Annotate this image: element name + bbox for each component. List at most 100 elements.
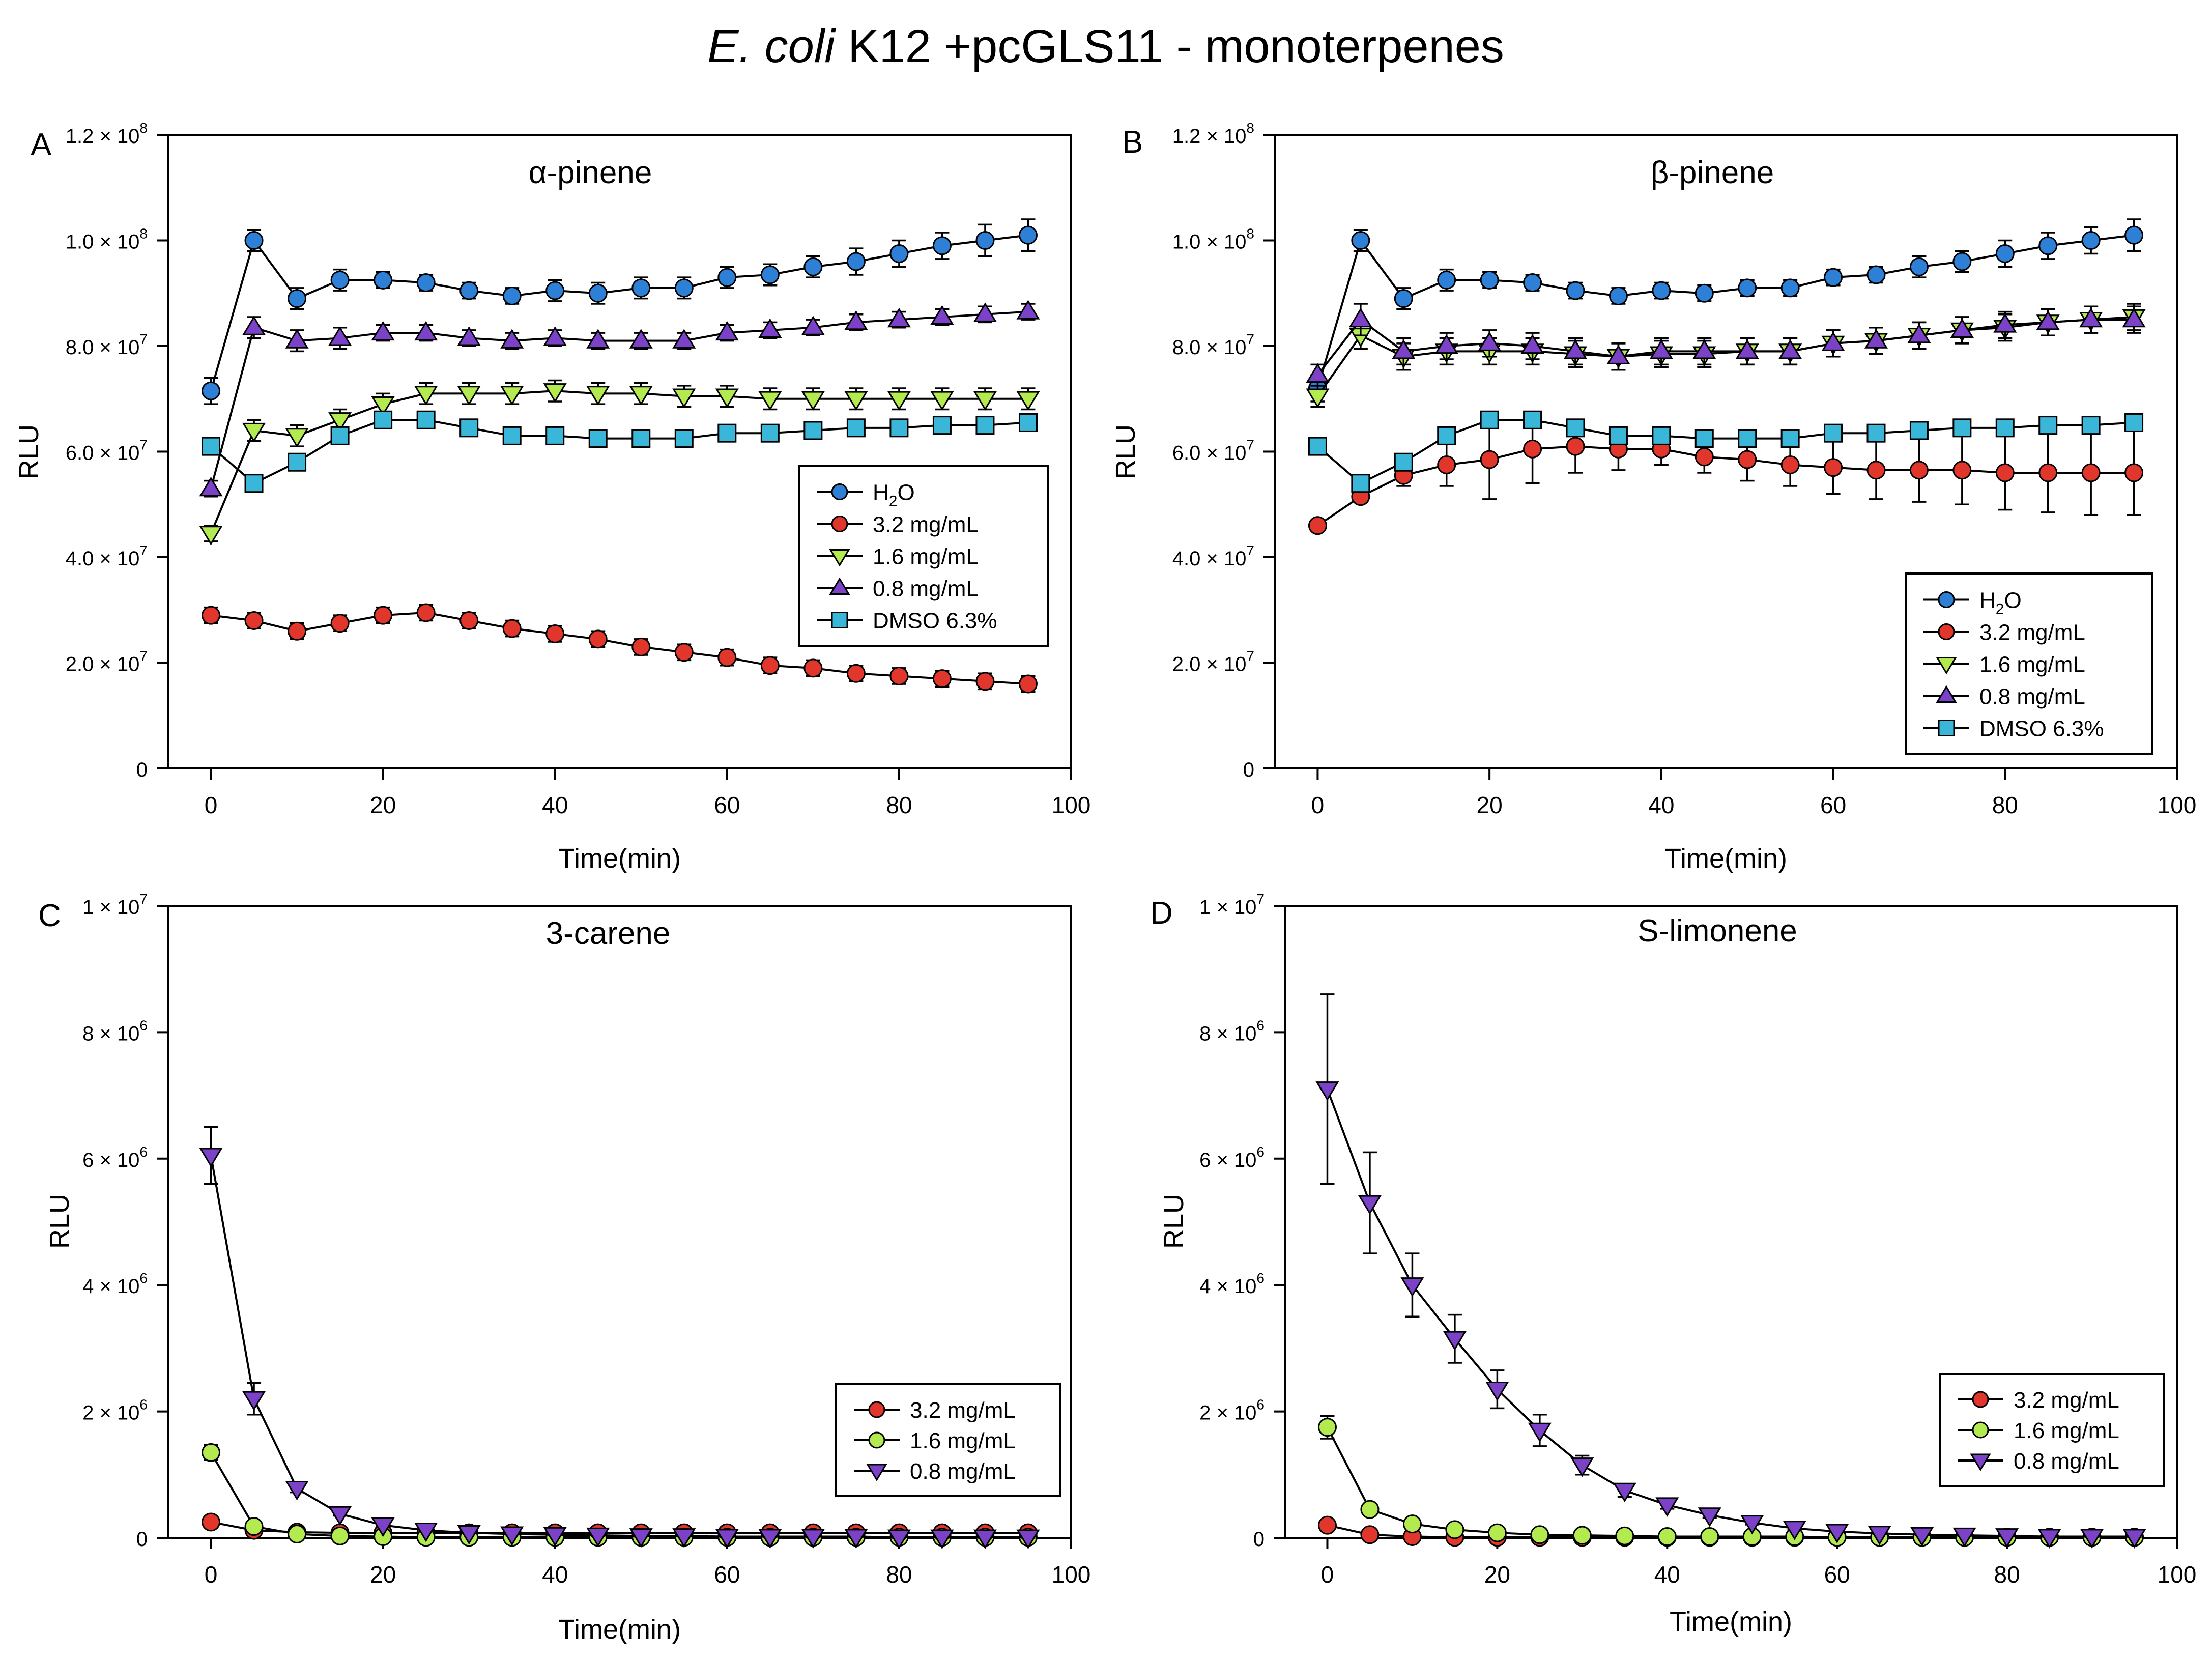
y-tick-label: 1.0 × 108	[66, 226, 148, 253]
legend-label: 3.2 mg/mL	[2014, 1388, 2119, 1413]
data-point	[1995, 418, 2015, 438]
data-point	[672, 329, 696, 349]
panel-label: B	[1122, 125, 1143, 160]
data-point	[1866, 423, 1886, 443]
data-point	[803, 421, 823, 440]
data-point	[416, 273, 436, 292]
data-point	[1402, 1514, 1422, 1534]
data-point	[889, 244, 909, 263]
panel-D: D S-limonene 0 20 40 60 80 100 0 2 × 106 4 × 106 6 …	[1150, 891, 2196, 1637]
data-point	[1700, 1527, 1719, 1547]
y-tick-label: 6.0 × 107	[1172, 437, 1254, 465]
series-1	[1308, 414, 2144, 535]
data-point	[672, 1528, 696, 1548]
data-point	[758, 1529, 782, 1549]
data-point	[932, 669, 952, 689]
data-point	[414, 321, 438, 341]
x-tick-label: 0	[1321, 1561, 1334, 1588]
data-point	[371, 1517, 395, 1537]
data-point	[1018, 413, 1038, 432]
data-point	[588, 629, 608, 649]
data-point	[545, 426, 565, 445]
data-point	[1615, 1526, 1634, 1545]
x-tick-label: 100	[2158, 1561, 2197, 1588]
data-point	[1783, 1521, 1806, 1540]
data-point	[844, 310, 868, 330]
x-tick-label: 20	[1484, 1561, 1510, 1588]
data-point	[1907, 323, 1931, 343]
data-point	[631, 278, 651, 298]
data-point	[1437, 270, 1456, 290]
y-tick-label: 8.0 × 107	[1172, 331, 1254, 359]
data-point	[1909, 461, 1929, 480]
data-point	[1306, 388, 1330, 408]
data-point	[846, 418, 866, 438]
data-point	[328, 412, 352, 432]
series-3	[1306, 303, 2146, 387]
data-point	[588, 283, 608, 303]
data-point	[1698, 1507, 1721, 1527]
legend-marker	[831, 483, 848, 500]
data-point	[1317, 1418, 1337, 1437]
data-point	[1692, 339, 1716, 359]
data-point	[760, 656, 780, 675]
data-point	[2124, 225, 2144, 245]
x-tick-label: 40	[1648, 792, 1674, 818]
data-point	[887, 1529, 911, 1550]
data-point	[1306, 363, 1330, 383]
data-point	[973, 391, 997, 411]
y-axis-label: RLU	[14, 424, 44, 479]
x-tick-label: 80	[1994, 1561, 2020, 1588]
figure-title: E. coli K12 +pcGLS11 - monoterpenes	[707, 20, 1504, 72]
data-point	[374, 410, 393, 429]
legend-marker	[1936, 657, 1957, 675]
data-point	[1909, 421, 1929, 440]
data-point	[1566, 281, 1585, 300]
y-tick-label: 4 × 106	[82, 1270, 148, 1298]
data-point	[2037, 1529, 2061, 1549]
data-point	[1780, 278, 1800, 298]
data-point	[1523, 273, 1542, 292]
legend-marker	[866, 1464, 887, 1481]
data-point	[1866, 461, 1886, 480]
data-point	[1566, 418, 1585, 438]
legend-label: 1.6 mg/mL	[910, 1428, 1016, 1453]
data-point	[416, 410, 436, 429]
x-tick-label: 0	[205, 1561, 218, 1588]
data-point	[242, 422, 266, 443]
data-point	[1738, 450, 1757, 469]
data-point	[288, 621, 307, 641]
data-point	[1694, 447, 1714, 467]
data-point	[545, 281, 565, 300]
x-tick-label: 100	[1052, 792, 1091, 818]
data-point	[1952, 418, 1972, 438]
data-point	[1400, 1277, 1424, 1297]
data-point	[1434, 334, 1458, 354]
data-point	[975, 672, 995, 691]
data-point	[586, 386, 610, 406]
legend-label: DMSO 6.3%	[873, 609, 997, 634]
data-point	[500, 1526, 524, 1546]
data-point	[1308, 437, 1327, 456]
data-point	[717, 423, 737, 443]
data-point	[330, 1526, 350, 1545]
data-point	[1824, 458, 1843, 477]
data-point	[930, 391, 954, 411]
data-point	[801, 391, 825, 411]
data-point	[1480, 410, 1499, 429]
x-tick-label: 20	[370, 1561, 396, 1588]
panel-title: α-pinene	[529, 155, 652, 190]
data-point	[889, 418, 909, 438]
panel-title: S-limonene	[1638, 913, 1797, 949]
data-point	[1523, 439, 1542, 459]
x-tick-label: 100	[2158, 792, 2197, 818]
data-point	[371, 396, 395, 416]
series-0	[202, 218, 1038, 405]
data-point	[330, 426, 350, 445]
data-point	[717, 268, 737, 287]
data-point	[457, 386, 481, 406]
data-point	[500, 329, 524, 349]
